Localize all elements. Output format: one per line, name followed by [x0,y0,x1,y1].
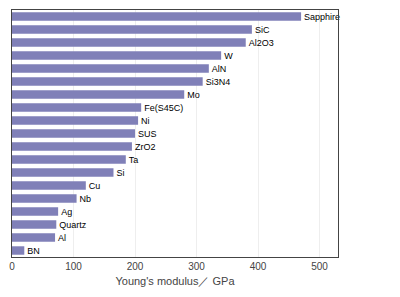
svg-text:BN: BN [27,246,40,256]
svg-text:Ta: Ta [129,155,139,165]
svg-text:Quartz: Quartz [59,220,87,230]
svg-text:Ag: Ag [61,207,72,217]
svg-text:0: 0 [9,261,15,272]
svg-text:300: 300 [188,261,205,272]
svg-text:SUS: SUS [138,129,157,139]
svg-text:Al: Al [58,233,66,243]
svg-text:SiC: SiC [255,25,270,35]
svg-text:200: 200 [127,261,144,272]
svg-text:Al2O3: Al2O3 [249,38,274,48]
svg-text:Cu: Cu [89,181,101,191]
svg-text:Fe(S45C): Fe(S45C) [144,103,183,113]
svg-text:100: 100 [65,261,82,272]
svg-text:Nb: Nb [80,194,92,204]
svg-text:Sapphire: Sapphire [304,12,340,22]
svg-text:Si3N4: Si3N4 [206,77,231,87]
svg-text:ZrO2: ZrO2 [135,142,156,152]
svg-text:Young's modulus／ GPa: Young's modulus／ GPa [115,275,235,287]
svg-text:400: 400 [250,261,267,272]
svg-text:W: W [224,51,233,61]
svg-text:AlN: AlN [212,64,227,74]
svg-text:500: 500 [311,261,328,272]
svg-text:Si: Si [116,168,124,178]
svg-text:Ni: Ni [141,116,150,126]
svg-text:Mo: Mo [187,90,200,100]
